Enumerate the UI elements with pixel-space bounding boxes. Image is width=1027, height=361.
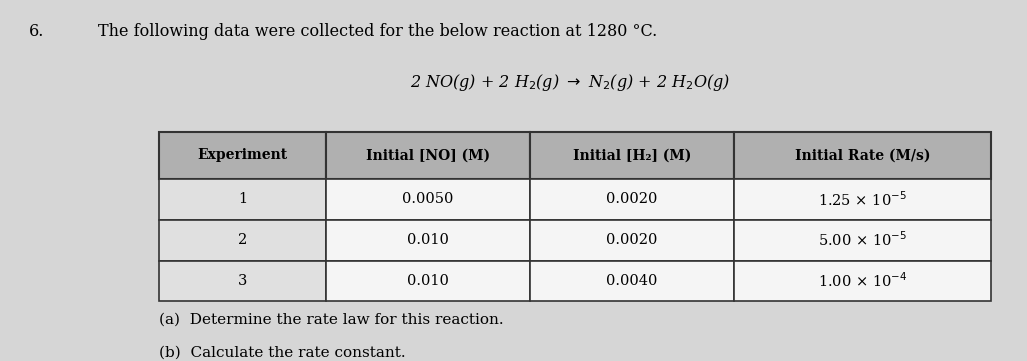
Text: (b)  Calculate the rate constant.: (b) Calculate the rate constant. (159, 346, 406, 360)
Bar (326, 219, 530, 261)
Text: 0.010: 0.010 (407, 233, 449, 247)
Text: (a)  Determine the rate law for this reaction.: (a) Determine the rate law for this reac… (159, 312, 504, 326)
Bar (326, 179, 530, 219)
Text: Experiment: Experiment (197, 148, 288, 162)
Text: Initial Rate (M/s): Initial Rate (M/s) (795, 148, 930, 162)
Bar (326, 261, 530, 301)
Text: 0.0020: 0.0020 (607, 233, 658, 247)
Text: The following data were collected for the below reaction at 1280 °C.: The following data were collected for th… (98, 23, 657, 40)
Text: 0.0050: 0.0050 (403, 192, 454, 206)
Bar (326, 132, 530, 179)
Bar (734, 132, 991, 179)
Text: 1: 1 (238, 192, 246, 206)
Text: 2: 2 (237, 233, 248, 247)
Text: 3: 3 (237, 274, 248, 288)
Text: 0.010: 0.010 (407, 274, 449, 288)
Bar (734, 219, 991, 261)
Bar (530, 132, 734, 179)
Text: 6.: 6. (29, 23, 44, 40)
Bar (159, 261, 326, 301)
Text: Initial [H₂] (M): Initial [H₂] (M) (573, 148, 691, 162)
Bar (734, 261, 991, 301)
Text: 0.0040: 0.0040 (607, 274, 658, 288)
Bar (159, 179, 326, 219)
Bar (530, 261, 734, 301)
Bar (159, 132, 326, 179)
Text: 1.25 × 10$^{−5}$: 1.25 × 10$^{−5}$ (819, 190, 907, 209)
Text: 1.00 × 10$^{−4}$: 1.00 × 10$^{−4}$ (819, 271, 908, 290)
Text: 2 NO(g) + 2 H$_2$(g) $\rightarrow$ N$_2$(g) + 2 H$_2$O(g): 2 NO(g) + 2 H$_2$(g) $\rightarrow$ N$_2$… (410, 72, 730, 93)
Bar (734, 179, 991, 219)
Text: 5.00 × 10$^{−5}$: 5.00 × 10$^{−5}$ (819, 231, 907, 249)
Bar (530, 219, 734, 261)
Bar (530, 179, 734, 219)
Text: 0.0020: 0.0020 (607, 192, 658, 206)
Bar (159, 219, 326, 261)
Text: Initial [NO] (M): Initial [NO] (M) (366, 148, 490, 162)
